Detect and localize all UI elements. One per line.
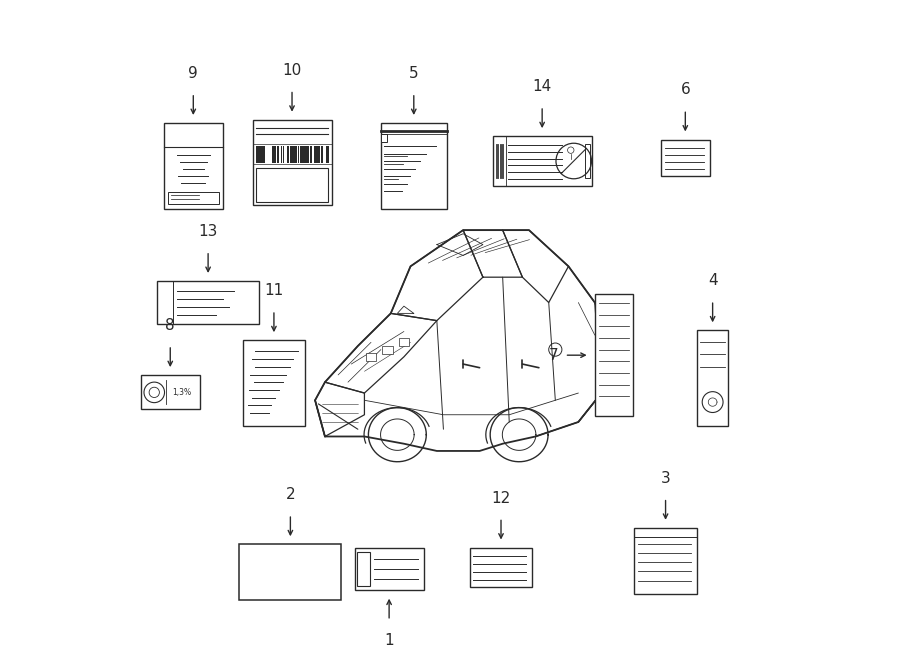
Bar: [382, 346, 392, 354]
Bar: [167, 192, 219, 204]
Text: 11: 11: [265, 284, 284, 298]
Bar: [292, 145, 295, 163]
Text: 13: 13: [198, 224, 218, 239]
Bar: [320, 145, 322, 163]
Text: 1,3%: 1,3%: [173, 388, 192, 397]
Bar: [283, 145, 284, 163]
Bar: [274, 145, 276, 163]
Text: 8: 8: [166, 318, 176, 333]
Bar: [585, 143, 590, 178]
Bar: [381, 134, 388, 142]
Bar: [281, 145, 283, 163]
Text: 3: 3: [661, 471, 670, 486]
Bar: [287, 145, 289, 163]
Bar: [355, 548, 424, 590]
Bar: [260, 145, 262, 163]
Bar: [310, 145, 312, 163]
Bar: [314, 145, 317, 163]
Bar: [298, 145, 300, 163]
Text: 1: 1: [384, 633, 394, 648]
Text: 7: 7: [548, 348, 558, 363]
Bar: [595, 294, 633, 416]
Text: 12: 12: [491, 490, 510, 506]
Bar: [140, 375, 200, 409]
Bar: [356, 552, 371, 586]
Bar: [277, 145, 279, 163]
Bar: [327, 145, 328, 163]
Bar: [290, 145, 292, 163]
Bar: [273, 145, 274, 163]
Bar: [399, 338, 410, 346]
Bar: [158, 281, 259, 324]
Text: 14: 14: [533, 79, 552, 95]
Text: 10: 10: [283, 63, 302, 78]
Bar: [239, 545, 341, 600]
Bar: [253, 120, 331, 206]
Bar: [493, 136, 591, 186]
Bar: [305, 145, 310, 163]
Bar: [256, 145, 260, 163]
Bar: [300, 145, 302, 163]
Text: 6: 6: [680, 83, 690, 97]
Bar: [243, 340, 305, 426]
Bar: [318, 145, 320, 163]
Bar: [381, 123, 446, 209]
Text: 4: 4: [707, 274, 717, 288]
Text: 2: 2: [285, 487, 295, 502]
Bar: [302, 145, 305, 163]
Bar: [164, 123, 223, 209]
Bar: [365, 353, 376, 361]
Bar: [256, 168, 328, 202]
Text: 9: 9: [188, 66, 198, 81]
Bar: [697, 330, 728, 426]
Bar: [262, 145, 265, 163]
Bar: [634, 528, 697, 594]
Bar: [470, 548, 532, 587]
Bar: [295, 145, 297, 163]
Text: 5: 5: [409, 66, 419, 81]
Bar: [661, 139, 710, 176]
